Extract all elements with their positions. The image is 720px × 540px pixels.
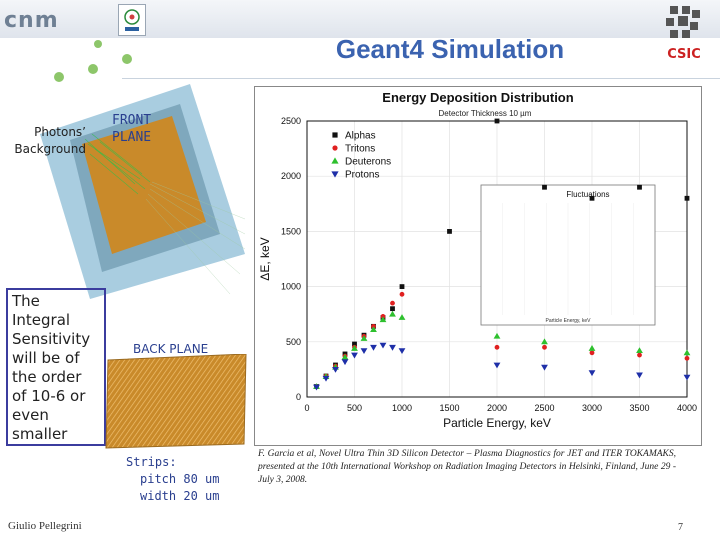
data-point-deuterons	[683, 349, 691, 356]
data-point-tritons	[542, 344, 547, 350]
data-point-alphas	[684, 195, 690, 201]
data-point-protons	[322, 375, 330, 382]
data-point-protons	[360, 348, 368, 355]
data-point-protons	[341, 359, 349, 366]
energy-deposition-chart: Energy Deposition Distribution Detector T…	[254, 86, 702, 446]
data-point-tritons	[390, 300, 395, 306]
data-point-tritons	[637, 352, 642, 358]
integral-sensitivity-box: The Integral Sensitivity will be of the …	[6, 288, 106, 446]
back-plane-label: BACK PLANE	[133, 342, 209, 356]
data-point-protons	[683, 374, 691, 381]
data-point-protons	[541, 364, 548, 371]
reference-text: F. Garcia et al, Novel Ultra Thin 3D Sil…	[258, 449, 676, 485]
y-tick-label: 2000	[281, 171, 301, 181]
front-plane-label: FRONT PLANE	[112, 113, 152, 145]
data-point-deuterons	[360, 335, 368, 341]
data-point-protons	[398, 348, 406, 355]
data-point-tritons	[589, 350, 595, 356]
y-tick-label: 2500	[281, 116, 301, 126]
data-point-alphas	[637, 184, 642, 190]
csic-label: CSIC	[667, 47, 701, 62]
y-tick-label: 1000	[281, 282, 301, 292]
page-number: 7	[678, 522, 683, 533]
header-bar	[0, 0, 720, 38]
data-point-protons	[332, 367, 339, 373]
data-point-alphas	[494, 118, 500, 124]
data-point-tritons	[684, 355, 690, 361]
divider	[122, 78, 720, 79]
x-tick-label: 500	[347, 403, 362, 413]
data-point-alphas	[399, 284, 405, 289]
x-tick-label: 3000	[582, 403, 602, 413]
data-point-alphas	[542, 184, 547, 190]
data-point-protons	[636, 372, 643, 379]
data-point-alphas	[352, 341, 357, 347]
data-point-deuterons	[588, 345, 596, 351]
data-point-protons	[588, 370, 596, 377]
data-point-protons	[379, 342, 387, 349]
data-point-protons	[370, 344, 377, 351]
page-title: Geant4 Simulation	[335, 34, 565, 64]
x-tick-label: 4000	[677, 403, 697, 413]
author-name: Giulio Pellegrini	[8, 520, 82, 532]
csic-logo: CSIC	[660, 4, 708, 64]
strips-info: Strips: pitch 80 um width 20 um	[126, 454, 219, 505]
x-tick-label: 1500	[439, 403, 459, 413]
legend-label-deuterons: Deuterons	[345, 157, 391, 168]
data-point-deuterons	[541, 338, 548, 345]
cnm-logo: cnm	[4, 8, 59, 33]
data-point-deuterons	[351, 345, 358, 351]
data-point-deuterons	[379, 316, 387, 323]
decor-dot	[122, 54, 132, 64]
chart-subtitle: Detector Thickness 10 µm	[439, 109, 532, 118]
data-point-deuterons	[389, 310, 396, 317]
inset-title: Fluctuations	[566, 190, 609, 199]
chart-svg: Energy Deposition Distribution Detector T…	[258, 90, 697, 430]
y-tick-label: 1500	[281, 226, 301, 236]
decor-dot	[54, 72, 64, 82]
legend-marker-alphas	[332, 132, 338, 138]
y-tick-label: 0	[296, 392, 301, 402]
legend-marker-protons	[331, 171, 339, 178]
y-tick-label: 500	[286, 337, 301, 347]
data-point-deuterons	[398, 314, 406, 320]
x-axis-label: Particle Energy, keV	[443, 416, 551, 430]
x-tick-label: 3500	[629, 403, 649, 413]
data-point-deuterons	[493, 332, 501, 339]
legend-marker-tritons	[332, 145, 338, 151]
legend-label-protons: Protons	[345, 170, 379, 181]
data-point-alphas	[447, 229, 452, 234]
data-point-alphas	[390, 306, 395, 312]
chart-title: Energy Deposition Distribution	[382, 90, 573, 105]
front-plane-illustration	[40, 84, 250, 304]
data-point-deuterons	[341, 353, 349, 360]
strips-label: Strips:	[126, 455, 177, 469]
x-tick-label: 2500	[534, 403, 554, 413]
inset-xlabel: Particle Energy, keV	[546, 318, 592, 324]
legend-marker-deuterons	[331, 157, 339, 164]
x-tick-label: 1000	[392, 403, 412, 413]
data-point-protons	[351, 352, 358, 359]
data-point-protons	[389, 344, 396, 351]
pitch-label: pitch 80 um	[140, 472, 220, 486]
data-point-deuterons	[636, 347, 643, 354]
data-point-protons	[313, 384, 320, 391]
width-label: width 20 um	[140, 489, 220, 503]
x-tick-label: 0	[304, 403, 309, 413]
legend-label-alphas: Alphas	[345, 131, 376, 142]
data-point-alphas	[589, 195, 595, 201]
legend-label-tritons: Tritons	[345, 144, 375, 155]
data-point-deuterons	[370, 326, 377, 333]
data-point-protons	[493, 362, 501, 369]
emblem-icon	[118, 4, 146, 36]
integral-text: The Integral Sensitivity will be of the …	[12, 292, 91, 443]
data-point-tritons	[494, 344, 500, 350]
back-plane-illustration	[104, 353, 250, 450]
data-point-tritons	[399, 291, 405, 297]
decor-dot	[94, 40, 102, 48]
x-tick-label: 2000	[487, 403, 507, 413]
decor-dot	[88, 64, 98, 74]
y-axis-label: ΔE, keV	[258, 237, 272, 280]
photons-label: Photons’ Background	[14, 125, 86, 156]
